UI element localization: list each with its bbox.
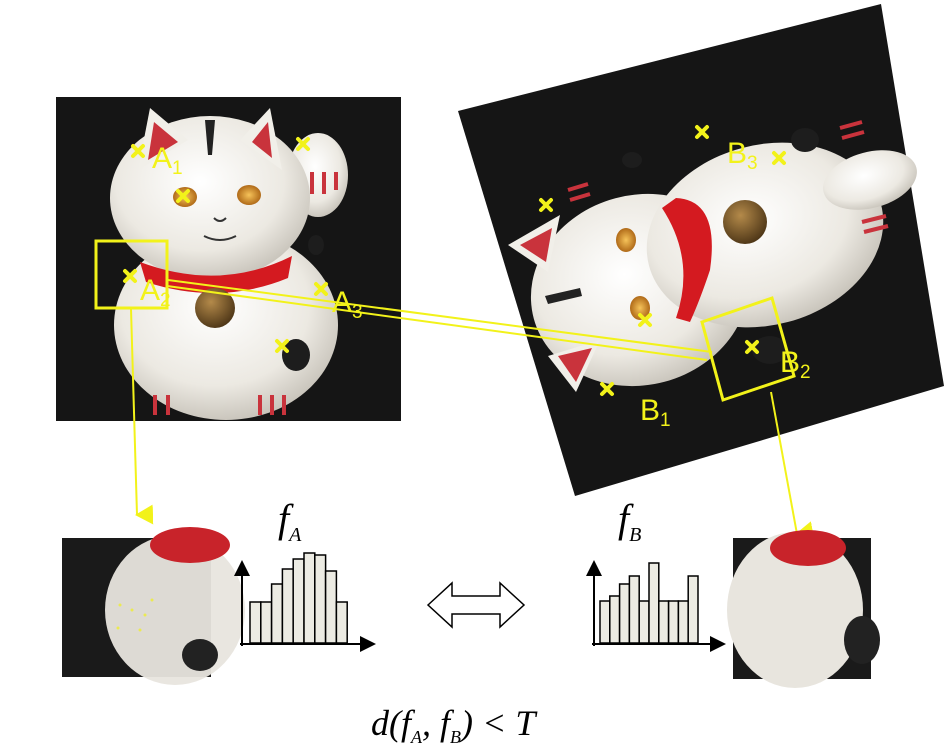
histogram-a-bar — [292, 558, 305, 644]
histogram-a-bar — [249, 601, 262, 644]
correspondence-lines — [166, 279, 713, 361]
histogram-b-bar — [609, 595, 621, 644]
marker-b-ear — [539, 198, 553, 212]
arrow-a-to-patch — [130, 308, 154, 525]
histogram-a-bar — [314, 554, 327, 644]
histogram-b-bar — [648, 562, 660, 644]
distance-formula: d(fA, fB) < T — [371, 703, 538, 747]
marker-a3 — [314, 282, 328, 296]
histogram-b-bar — [687, 575, 699, 644]
patch-b — [727, 530, 880, 688]
histogram-b-bar — [667, 600, 680, 644]
histogram-a — [234, 552, 376, 652]
histogram-a-bar — [303, 552, 316, 644]
marker-b2 — [745, 340, 759, 354]
double-arrow-icon — [426, 581, 526, 629]
histogram-a-bar — [324, 570, 338, 644]
label-b3: B3 — [727, 137, 758, 174]
label-a2: A2 — [140, 274, 171, 311]
histogram-a-bar — [281, 568, 294, 644]
marker-a-eye — [176, 189, 190, 203]
histogram-b — [586, 560, 726, 652]
marker-a1 — [131, 144, 145, 158]
match-line-upper — [167, 279, 713, 353]
label-b1: B1 — [640, 394, 671, 431]
patch-box-a2 — [94, 239, 169, 310]
histogram-a-bar — [270, 583, 284, 644]
descriptor-fb-label: fB — [618, 496, 641, 546]
image-a: A1 A2 A3 — [56, 97, 401, 421]
match-line-lower — [166, 285, 708, 361]
histogram-b-bars — [599, 562, 699, 644]
marker-b3-top — [695, 125, 709, 139]
marker-a2 — [123, 269, 137, 283]
marker-b-eye — [638, 313, 652, 327]
label-a1: A1 — [152, 142, 183, 179]
arrow-b-to-patch — [770, 391, 815, 541]
patch-box-b2 — [700, 296, 796, 402]
image-b: B3 B2 B1 — [458, 4, 944, 496]
patch-a — [62, 527, 245, 685]
histogram-a-bar — [260, 601, 273, 644]
cat-a-figure — [110, 108, 348, 420]
histogram-a-bars — [249, 552, 348, 644]
histogram-b-bar — [628, 575, 640, 644]
histogram-b-bar — [599, 600, 611, 644]
histogram-b-bar — [658, 600, 670, 644]
marker-b3 — [772, 151, 786, 165]
marker-a-spot — [275, 339, 289, 353]
label-b2: B2 — [780, 346, 811, 383]
histogram-a-bar — [335, 601, 348, 644]
marker-a-ear — [296, 137, 310, 151]
histogram-b-bar — [638, 600, 650, 644]
marker-b1 — [600, 382, 614, 396]
image-b-markers — [539, 125, 786, 396]
histogram-b-bar — [677, 600, 689, 644]
histogram-b-bar — [618, 583, 631, 644]
image-a-markers — [123, 137, 328, 353]
cat-b-figure — [508, 120, 917, 392]
descriptor-fa-label: fA — [278, 496, 302, 546]
